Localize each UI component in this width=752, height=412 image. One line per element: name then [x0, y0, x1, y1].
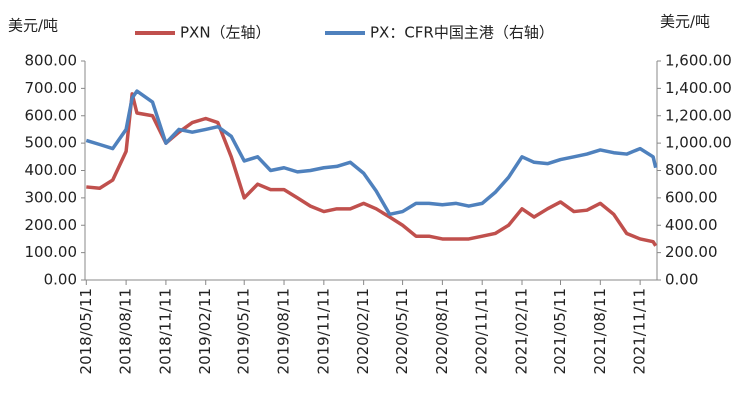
y2-tick-label: 1,400.00 — [665, 79, 732, 97]
y-tick-label: 500.00 — [25, 134, 78, 152]
x-tick-label: 2018/08/11 — [117, 288, 135, 374]
legend-label: PX：CFR中国主港（右轴） — [370, 24, 554, 42]
series-line — [85, 89, 658, 217]
y-tick-label: 100.00 — [25, 243, 78, 261]
y-tick-label: 700.00 — [25, 79, 78, 97]
x-tick-label: 2019/08/11 — [275, 288, 293, 374]
y-tick-label: 800.00 — [25, 52, 78, 70]
series-line — [86, 92, 658, 247]
y2-tick-label: 400.00 — [665, 216, 718, 234]
y2-tick-label: 200.00 — [665, 243, 718, 261]
y-tick-label: 200.00 — [25, 216, 78, 234]
y2-tick-label: 600.00 — [665, 188, 718, 206]
y-tick-label: 600.00 — [25, 106, 78, 124]
y2-tick-label: 1,600.00 — [665, 52, 732, 70]
x-tick-label: 2018/05/11 — [77, 288, 95, 374]
x-tick-label: 2020/08/11 — [433, 288, 451, 374]
y2-axis-label: 美元/吨 — [660, 13, 710, 31]
x-tick-label: 2020/02/11 — [354, 288, 372, 374]
x-tick-label: 2019/11/11 — [314, 288, 332, 374]
x-tick-label: 2021/02/11 — [513, 288, 531, 374]
x-tick-label: 2019/02/11 — [196, 288, 214, 374]
x-tick-label: 2021/11/11 — [631, 288, 649, 374]
y-axis-label: 美元/吨 — [8, 17, 58, 35]
y2-tick-label: 800.00 — [665, 161, 718, 179]
x-tick-label: 2021/08/11 — [591, 288, 609, 374]
y2-tick-label: 0.00 — [665, 271, 698, 289]
y-tick-label: 0.00 — [44, 271, 77, 289]
x-tick-label: 2019/05/11 — [235, 288, 253, 374]
x-tick-label: 2020/11/11 — [473, 288, 491, 374]
x-tick-label: 2021/05/11 — [551, 288, 569, 374]
x-tick-label: 2018/11/11 — [156, 288, 174, 374]
y2-tick-label: 1,200.00 — [665, 106, 732, 124]
legend-label: PXN（左轴） — [180, 24, 271, 42]
y-tick-label: 300.00 — [25, 188, 78, 206]
x-tick-label: 2020/05/11 — [393, 288, 411, 374]
y2-tick-label: 1,000.00 — [665, 134, 732, 152]
y-tick-label: 400.00 — [25, 161, 78, 179]
